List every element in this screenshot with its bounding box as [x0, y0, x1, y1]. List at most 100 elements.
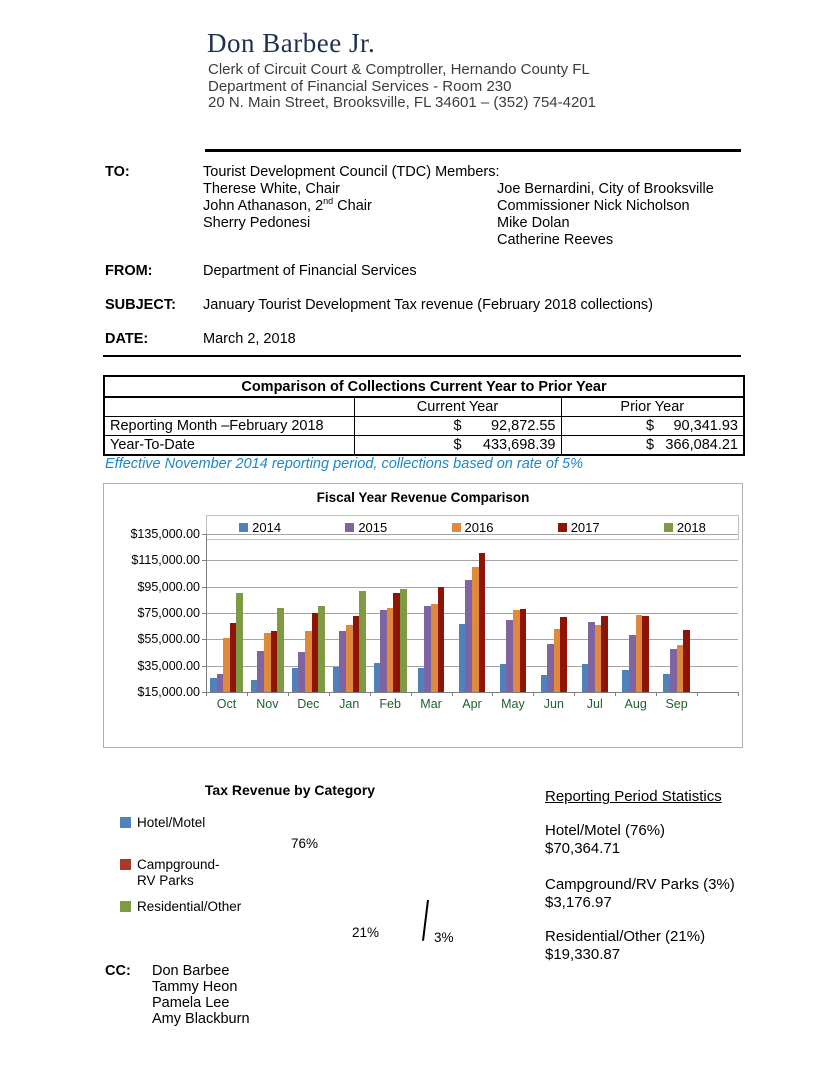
bar-2016-Feb — [386, 608, 394, 692]
x-axis-label: Sep — [665, 697, 688, 711]
bar-2017-Aug — [642, 615, 649, 692]
subject-value: January Tourist Development Tax revenue … — [203, 297, 654, 313]
pie-legend-label: Campground-RV Parks — [137, 857, 220, 888]
stats-heading: Reporting Period Statistics — [545, 788, 722, 805]
to-recipient: Catherine Reeves — [497, 232, 614, 248]
table-title: Comparison of Collections Current Year t… — [103, 375, 745, 398]
rate-note: Effective November 2014 reporting period… — [105, 456, 583, 472]
column-header: Prior Year — [560, 396, 745, 417]
bar-2014-Dec — [291, 668, 299, 692]
legend-swatch — [451, 523, 461, 532]
bar-2014-Jun — [540, 674, 548, 692]
bar-2015-Mar — [424, 606, 432, 692]
bar-2015-Aug — [629, 635, 636, 692]
letterhead-divider — [205, 149, 741, 152]
chart-legend: 2014 2015 2016 2017 2018 — [206, 515, 739, 540]
bar-2015-Jun — [547, 643, 554, 692]
stats-amount: $19,330.87 — [545, 945, 621, 963]
ordinal-suffix: nd — [323, 196, 334, 207]
x-axis-label: Dec — [297, 697, 320, 711]
bar-2014-Jul — [581, 664, 589, 692]
x-axis-tick — [410, 692, 412, 696]
x-axis-tick — [287, 692, 289, 696]
bar-2016-Jul — [594, 624, 602, 692]
y-axis-label: $55,000.00 — [137, 632, 200, 647]
x-axis-tick — [246, 692, 248, 696]
legend-label: 2018 — [676, 520, 706, 535]
x-axis-line — [206, 692, 738, 693]
bar-2018-Oct — [236, 593, 243, 692]
memo-divider — [103, 355, 741, 357]
pie-label-hotel: 76% — [291, 836, 319, 851]
bar-2014-Nov — [250, 680, 258, 692]
pie-leader-line — [422, 899, 429, 941]
letterhead-line: 20 N. Main Street, Brooksville, FL 34601… — [208, 94, 596, 111]
x-axis-tick — [369, 692, 371, 696]
bar-2015-Jan — [339, 631, 346, 692]
bar-2017-Jun — [560, 616, 568, 692]
y-axis-tick — [202, 560, 206, 562]
bar-2016-May — [512, 610, 520, 692]
x-axis-label: Feb — [379, 697, 401, 711]
bar-2017-Feb — [393, 592, 401, 692]
bar-2014-May — [499, 663, 507, 692]
bar-2018-Dec — [318, 605, 325, 692]
y-axis-label: $95,000.00 — [137, 579, 200, 594]
cc-name: Amy Blackburn — [152, 1011, 250, 1027]
bar-2016-Oct — [223, 638, 230, 692]
bar-2014-Oct — [209, 678, 217, 692]
x-axis-label: Nov — [256, 697, 279, 711]
x-axis-label: Oct — [216, 697, 237, 711]
y-axis-tick — [202, 613, 206, 614]
row-label: Year-To-Date — [103, 435, 355, 456]
x-axis-tick — [451, 692, 453, 696]
legend-swatch — [239, 523, 249, 532]
cc-name: Pamela Lee — [152, 995, 230, 1011]
bar-2017-Mar — [437, 586, 445, 692]
bar-2015-Nov — [257, 650, 265, 692]
x-axis-tick — [615, 692, 617, 696]
bar-2015-Feb — [380, 610, 387, 692]
stats-item: Hotel/Motel (76%) $70,364.71 — [545, 822, 665, 857]
x-axis-tick — [697, 692, 699, 696]
bar-2017-Jan — [352, 616, 360, 692]
hotel-motel-swatch — [120, 817, 131, 828]
bar-2016-Apr — [472, 566, 479, 692]
pie-legend-label: Hotel/Motel — [137, 815, 206, 830]
to-recipient: Sherry Pedonesi — [203, 215, 311, 231]
legend-swatch — [557, 523, 567, 532]
x-axis-label: Jul — [586, 697, 603, 711]
row-label: Reporting Month –February 2018 — [103, 416, 355, 436]
y-axis-tick — [202, 586, 206, 588]
bar-2016-Aug — [635, 614, 643, 692]
y-axis-label: $35,000.00 — [137, 658, 200, 673]
residential-swatch — [120, 901, 131, 912]
pie-legend-item: Campground-RV Parks — [120, 857, 238, 889]
bar-2016-Nov — [264, 633, 271, 692]
letterhead-line: Clerk of Circuit Court & Comptroller, He… — [208, 61, 590, 78]
y-axis-tick — [202, 639, 206, 641]
bar-2018-Feb — [400, 589, 407, 692]
bar-2018-Nov — [277, 608, 284, 692]
pie-legend-item: Residential/Other — [120, 899, 270, 915]
x-axis-tick — [574, 692, 576, 696]
y-axis-line — [206, 534, 207, 692]
cc-label: CC: — [105, 963, 131, 979]
y-axis-label: $15,000.00 — [137, 685, 200, 699]
legend-item-2016: 2016 — [451, 520, 493, 535]
x-axis-tick — [656, 692, 658, 696]
to-label: TO: — [105, 164, 130, 180]
legend-label: 2014 — [252, 520, 282, 535]
bar-2014-Mar — [417, 668, 425, 692]
chart-title: Fiscal Year Revenue Comparison — [316, 490, 530, 505]
from-value: Department of Financial Services — [203, 263, 417, 279]
x-axis-tick — [328, 692, 330, 696]
legend-label: 2017 — [570, 520, 600, 535]
stats-label: Campground/RV Parks (3%) — [545, 876, 735, 893]
bar-2015-Dec — [298, 651, 305, 692]
stats-amount: $70,364.71 — [545, 839, 621, 857]
x-axis-tick — [533, 692, 535, 696]
bar-2016-Mar — [431, 604, 438, 692]
subject-label: SUBJECT: — [105, 297, 176, 313]
